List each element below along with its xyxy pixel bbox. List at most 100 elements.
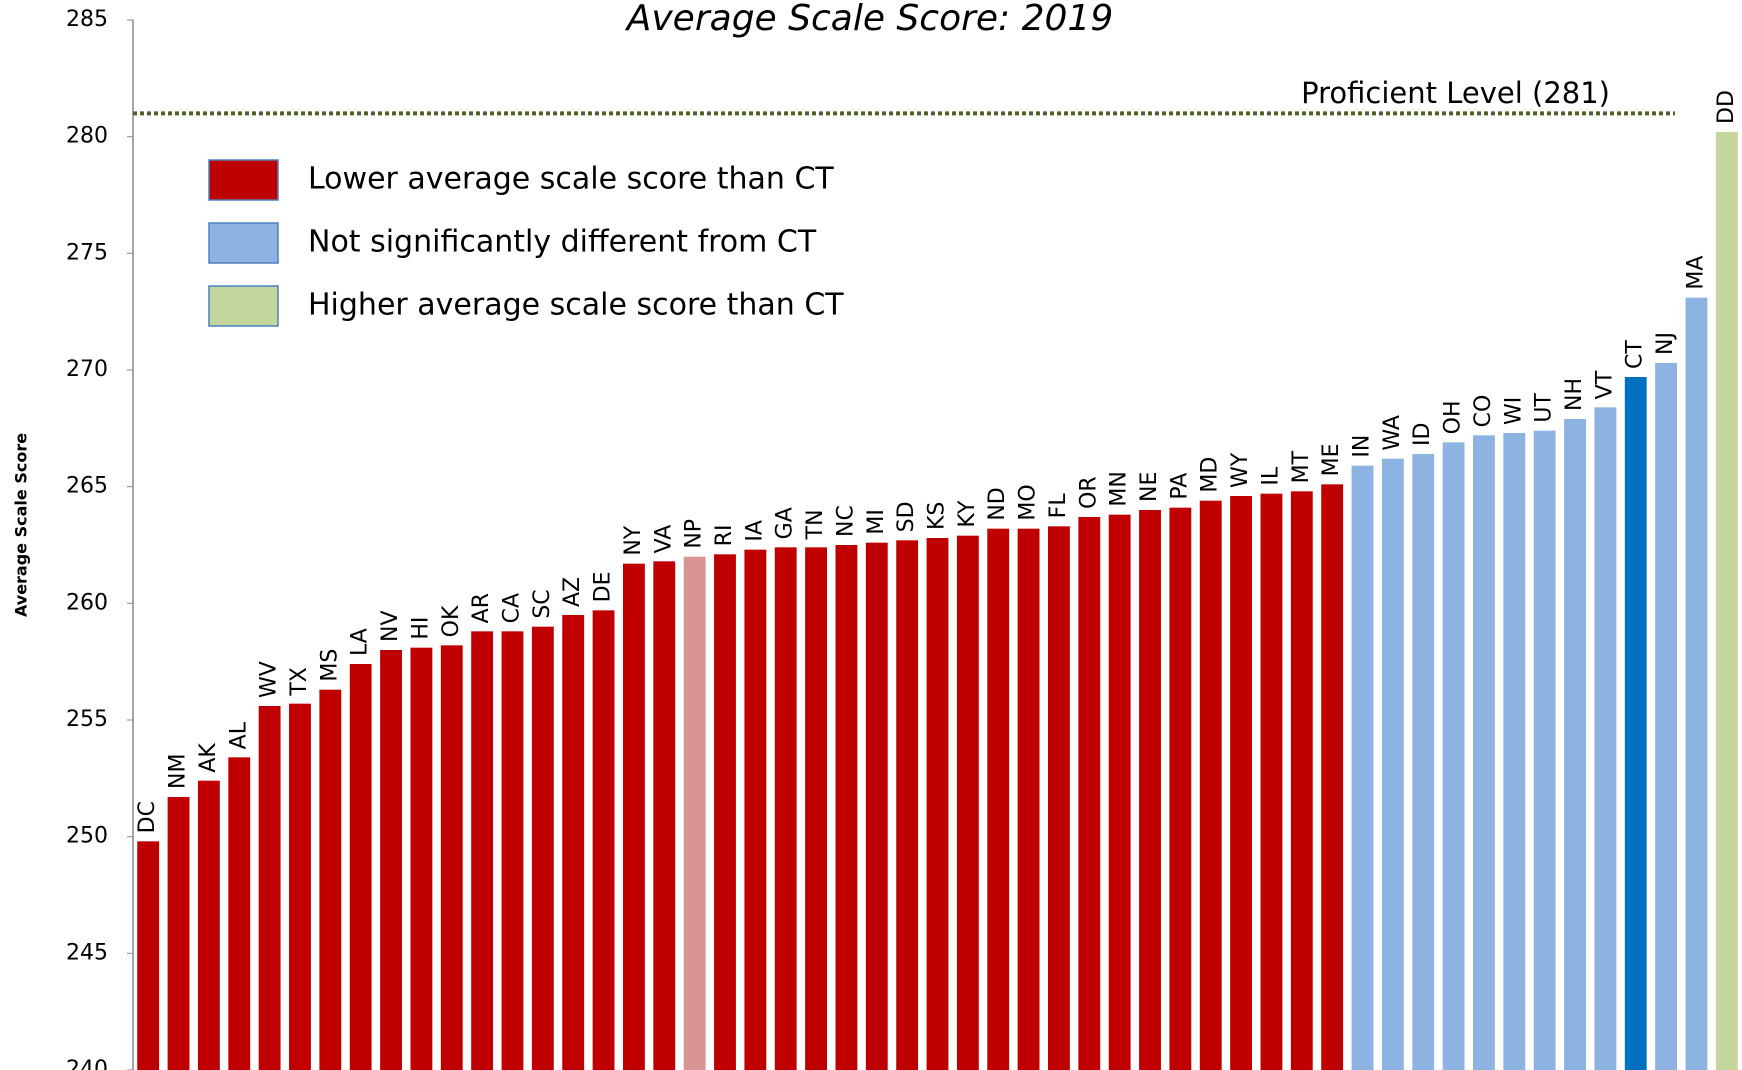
legend-swatch — [208, 285, 279, 327]
legend-label: Higher average scale score than CT — [308, 288, 844, 323]
bar-category-label: IA — [742, 520, 767, 542]
y-tick-label: 240 — [66, 1057, 108, 1070]
bar-category-label: FL — [1046, 493, 1071, 519]
bar — [1412, 454, 1435, 1070]
bar-category-label: AR — [469, 593, 494, 623]
bar-category-label: NP — [682, 519, 707, 549]
bar — [653, 561, 676, 1070]
bar — [1503, 433, 1526, 1070]
bar-category-label: IL — [1258, 466, 1283, 485]
bar-category-label: UT — [1532, 393, 1557, 423]
bar-category-label: TN — [803, 509, 828, 540]
bar-category-label: ID — [1410, 423, 1435, 446]
chart-title: Average Scale Score: 2019 — [625, 0, 1114, 39]
bar-category-label: MO — [1016, 484, 1041, 520]
bar-category-label: AL — [226, 721, 251, 749]
bar-category-label: ND — [985, 487, 1010, 520]
bar — [1108, 514, 1131, 1070]
bar-category-label: WY — [1228, 452, 1253, 488]
bar-category-label: VA — [651, 525, 676, 554]
bar — [865, 542, 888, 1070]
bar-category-label: CA — [499, 593, 524, 623]
bar-category-label: LA — [348, 628, 373, 656]
bar — [1715, 132, 1738, 1070]
bar — [1321, 484, 1344, 1070]
bar-category-label: NC — [833, 505, 858, 537]
bar — [258, 706, 281, 1070]
bar — [1473, 435, 1495, 1070]
bar-category-label: ME — [1319, 443, 1344, 476]
bar-category-label: DE — [591, 571, 616, 602]
bar — [622, 563, 645, 1070]
bar — [562, 615, 585, 1070]
bar — [1199, 500, 1222, 1070]
bar — [1442, 442, 1465, 1070]
y-axis-label: Average Scale Score — [12, 433, 31, 617]
bar-category-label: MI — [864, 509, 889, 534]
bar-category-label: RI — [712, 525, 737, 547]
bar-category-label: PA — [1167, 473, 1192, 500]
legend-swatch — [208, 222, 279, 264]
bar — [987, 528, 1010, 1070]
bar — [1017, 528, 1040, 1070]
bar — [319, 689, 342, 1070]
y-tick-label: 260 — [66, 590, 108, 615]
bar-category-label: OK — [439, 605, 464, 637]
bar-category-label: NV — [378, 610, 403, 642]
bar-category-label: GA — [773, 507, 798, 539]
bar-category-label: NH — [1562, 378, 1587, 411]
legend-swatch — [208, 159, 279, 201]
bar — [1290, 491, 1313, 1070]
bar — [228, 757, 251, 1070]
y-tick-label: 285 — [66, 7, 108, 32]
bar-category-label: TX — [287, 667, 312, 697]
bar — [1564, 419, 1586, 1070]
bar — [683, 556, 706, 1070]
bar — [471, 631, 494, 1070]
y-tick-label: 250 — [66, 824, 108, 849]
bar-category-label: CT — [1623, 340, 1648, 369]
bar — [1381, 458, 1404, 1070]
bar — [744, 549, 767, 1070]
bar — [197, 780, 220, 1070]
bar — [440, 645, 463, 1070]
bar — [1169, 507, 1192, 1070]
bar-category-label: MN — [1107, 471, 1132, 506]
bar-category-label: WV — [257, 661, 282, 698]
y-tick-label: 245 — [66, 940, 108, 965]
bar-category-label: KY — [955, 500, 980, 528]
bar — [1594, 407, 1617, 1070]
bar — [501, 631, 524, 1070]
bar — [1685, 297, 1708, 1070]
y-tick-label: 280 — [66, 124, 108, 149]
bar-category-label: DD — [1714, 90, 1739, 124]
bar — [349, 664, 372, 1070]
y-tick-label: 270 — [66, 357, 108, 382]
bar — [1230, 496, 1253, 1070]
y-tick-label: 275 — [66, 240, 108, 265]
bar-category-label: VT — [1592, 370, 1617, 399]
bar — [1624, 377, 1647, 1070]
bar-category-label: NY — [621, 525, 646, 555]
bar — [1139, 510, 1161, 1070]
bar-category-label: AZ — [560, 577, 585, 607]
bar — [1655, 363, 1678, 1070]
bar — [956, 535, 979, 1070]
bar-category-label: MT — [1289, 450, 1314, 483]
y-tick-label: 265 — [66, 474, 108, 499]
bar-category-label: KS — [925, 502, 950, 530]
bar — [1533, 430, 1556, 1070]
bar — [289, 703, 311, 1070]
bar-category-label: MD — [1198, 457, 1223, 493]
bar-category-label: NM — [166, 754, 191, 789]
bar-category-label: DC — [135, 801, 160, 833]
bar-category-label: MS — [317, 649, 342, 682]
bar — [592, 610, 615, 1070]
bar — [1351, 465, 1374, 1070]
bar-category-label: AK — [196, 743, 221, 773]
legend-label: Not significantly different from CT — [308, 225, 817, 260]
bar-category-label: HI — [408, 617, 433, 640]
bar-category-label: NE — [1137, 472, 1162, 502]
bar-category-label: OH — [1441, 400, 1466, 434]
